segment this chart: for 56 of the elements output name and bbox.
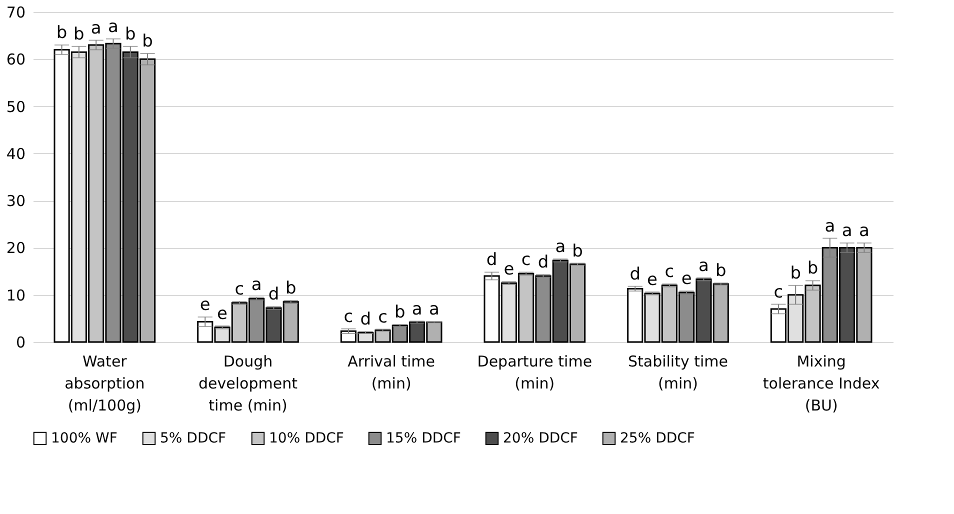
data-label: e <box>200 295 210 316</box>
data-label: c <box>378 307 388 328</box>
data-label: a <box>698 256 709 276</box>
data-label: d <box>268 284 280 305</box>
y-tick-label: 10 <box>6 286 26 304</box>
data-label: c <box>774 282 784 302</box>
data-label: b <box>142 31 153 52</box>
data-label: b <box>715 261 726 282</box>
data-label: b <box>285 278 296 299</box>
legend-label: 25% DDCF <box>620 430 695 446</box>
data-label: d <box>630 264 641 284</box>
y-tick-label: 40 <box>6 144 26 163</box>
data-label: b <box>74 24 84 44</box>
x-tick-label: Dough development time (min) <box>198 352 298 414</box>
data-label: e <box>681 269 692 290</box>
y-tick-label: 30 <box>6 192 26 210</box>
data-label: e <box>647 270 658 290</box>
data-label: c <box>521 250 531 270</box>
x-tick-label: Departure time (min) <box>477 352 592 392</box>
data-label: b <box>790 263 802 284</box>
data-label: e <box>504 260 514 280</box>
data-label: b <box>807 258 818 279</box>
y-tick-label: 50 <box>6 98 26 116</box>
data-label: d <box>360 310 372 330</box>
legend-label: 20% DDCF <box>503 430 578 446</box>
data-label: a <box>90 18 102 38</box>
data-label: c <box>344 306 354 327</box>
data-label: a <box>108 16 118 37</box>
legend-label: 100% WF <box>51 430 118 446</box>
x-tick-label: Arrival time (min) <box>348 352 436 392</box>
x-tick-label: Stability time (min) <box>628 352 728 392</box>
data-label: c <box>234 279 244 300</box>
x-tick-label: Water absorption (ml/100g) <box>64 352 145 414</box>
data-label: c <box>664 262 674 282</box>
data-label: a <box>251 275 262 296</box>
data-label: b <box>572 241 583 262</box>
data-label: a <box>842 221 852 241</box>
data-label: a <box>555 237 566 258</box>
data-label: b <box>394 302 406 323</box>
data-label: e <box>217 304 228 324</box>
y-tick-label: 60 <box>6 50 26 69</box>
legend-label: 15% DDCF <box>386 430 461 446</box>
data-label: a <box>429 300 440 320</box>
data-label: b <box>56 23 68 43</box>
data-label: a <box>412 299 422 320</box>
data-label: d <box>538 252 549 273</box>
y-tick-label: 70 <box>6 4 26 22</box>
data-label: a <box>824 216 836 236</box>
data-label: d <box>486 250 498 270</box>
x-tick-label: Mixing tolerance Index (BU) <box>762 352 880 414</box>
y-tick-label: 20 <box>6 239 26 258</box>
data-label: b <box>124 24 136 44</box>
legend-label: 5% DDCF <box>160 430 226 446</box>
legend-label: 10% DDCF <box>269 430 344 446</box>
y-tick-label: 0 <box>16 334 26 352</box>
data-label: a <box>859 221 870 241</box>
